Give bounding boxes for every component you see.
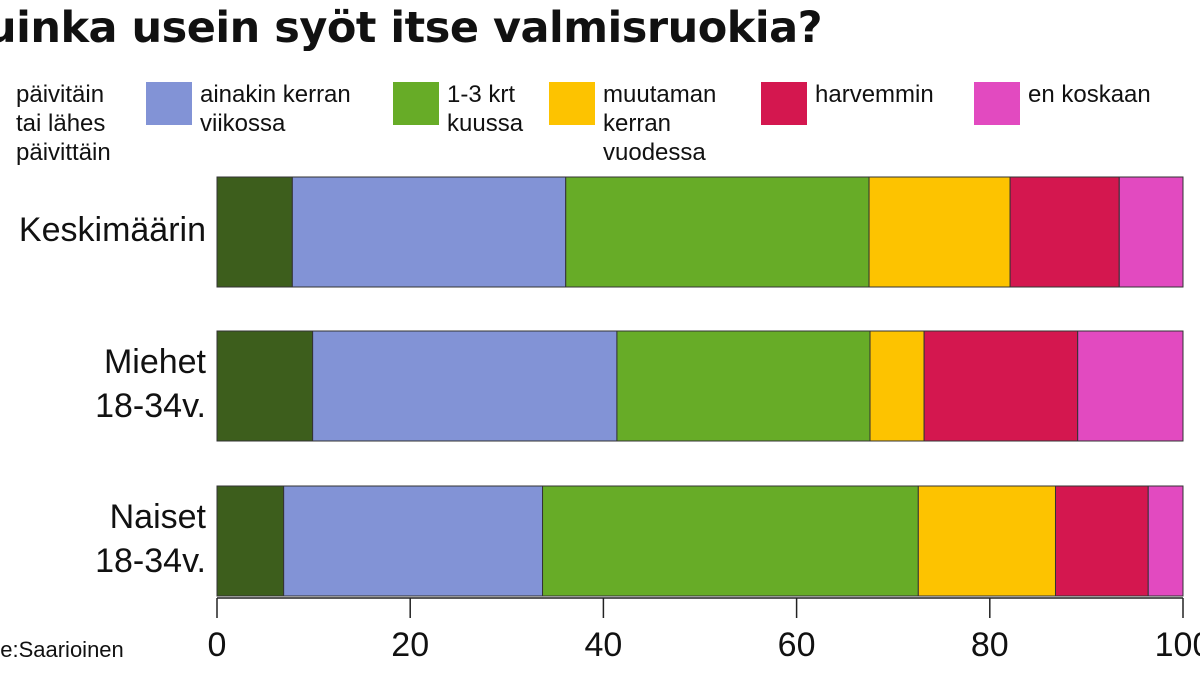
bar-segment — [565, 176, 870, 288]
bar-segment — [1077, 330, 1184, 442]
category-label: Naiset 18-34v. — [95, 495, 206, 583]
bar-segment — [1009, 176, 1120, 288]
bar-segment — [291, 176, 567, 288]
legend-swatch — [393, 82, 439, 125]
legend-swatch — [974, 82, 1020, 125]
bar-segment — [1147, 485, 1184, 597]
source-note: de:Saarioinen — [0, 637, 124, 662]
bar-segment — [542, 485, 919, 597]
bar-segment — [868, 176, 1011, 288]
bar-segment — [216, 330, 314, 442]
category-label-line: Miehet — [103, 343, 206, 381]
legend-label: en koskaan — [1028, 81, 1151, 108]
bar-segment — [923, 330, 1079, 442]
legend-label: 1-3 krt kuussa — [447, 81, 524, 137]
category-label: Miehet 18-34v. — [95, 340, 206, 428]
x-tick-label: 0 — [208, 626, 227, 664]
legend-label: päivitäin tai lähes päivittäin — [16, 81, 111, 166]
category-label-line: Keskimäärin — [18, 211, 206, 249]
chart-title: uinka usein syöt itse valmisruokia? — [0, 3, 823, 53]
x-tick-label: 100 — [1155, 626, 1200, 664]
bar-segment — [216, 485, 285, 597]
legend-swatch — [549, 82, 595, 125]
bar-segment — [869, 330, 925, 442]
legend-label: ainakin kerran viikossa — [200, 81, 351, 137]
category-label-line: Naiset — [109, 498, 206, 536]
x-tick-label: 80 — [971, 626, 1009, 664]
bar-segment — [1118, 176, 1184, 288]
category-label-line: 18-34v. — [95, 387, 206, 425]
legend-swatch — [146, 82, 192, 125]
x-tick-label: 40 — [584, 626, 622, 664]
x-tick-label: 60 — [778, 626, 816, 664]
category-label-line: 18-34v. — [95, 542, 206, 580]
legend-label: harvemmin — [815, 81, 934, 108]
bar-segment — [917, 485, 1056, 597]
legend-swatch — [761, 82, 807, 125]
bar-segment — [283, 485, 544, 597]
bar-segment — [1054, 485, 1149, 597]
x-tick-label: 20 — [391, 626, 429, 664]
legend-label: muutaman kerran vuodessa — [603, 81, 717, 166]
bar-segment — [216, 176, 293, 288]
bar-segment — [616, 330, 871, 442]
category-label: Keskimäärin — [19, 208, 206, 252]
bar-segment — [312, 330, 618, 442]
